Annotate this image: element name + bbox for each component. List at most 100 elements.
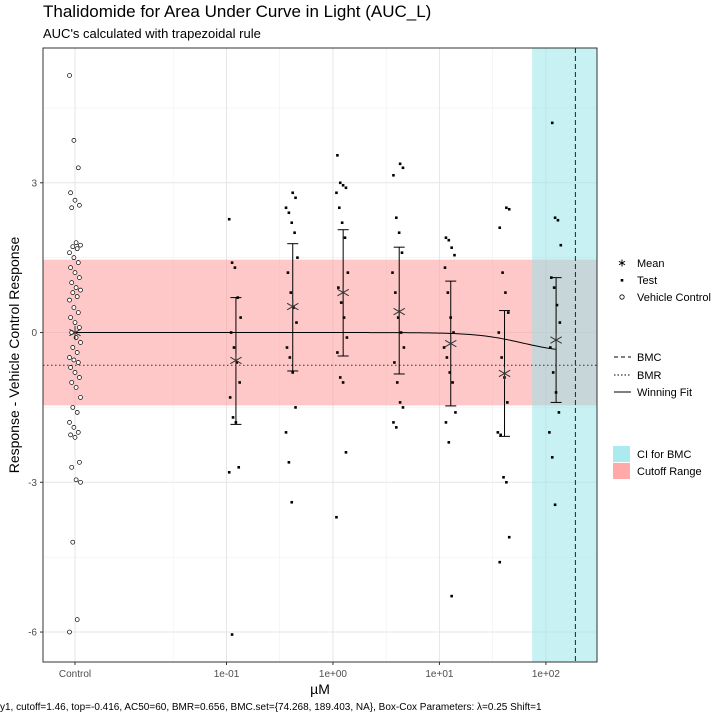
test-point: [506, 401, 509, 404]
vehicle-control-point: [73, 285, 79, 290]
test-point: [342, 316, 346, 319]
vehicle-control-point: [74, 294, 80, 299]
vehicle-control-point: [68, 432, 73, 438]
test-point: [501, 271, 504, 274]
test-point: [444, 421, 448, 424]
vehicle-control-point: [71, 425, 77, 430]
vehicle-control-point: [78, 242, 83, 248]
mean-marker: [444, 337, 457, 351]
test-point: [286, 271, 290, 274]
vehicle-control-point: [72, 197, 78, 203]
test-point: [346, 271, 350, 274]
test-point: [395, 426, 398, 429]
vehicle-control-point: [75, 165, 81, 171]
vehicle-control-point: [68, 190, 73, 196]
test-point: [343, 236, 347, 239]
y-tick-label: -3: [28, 478, 37, 489]
vehicle-control-point: [72, 435, 78, 440]
vehicle-control-point: [71, 357, 77, 363]
test-point: [338, 181, 342, 185]
test-point: [232, 346, 236, 349]
legend-test-label: Test: [637, 275, 657, 287]
test-point: [393, 361, 396, 364]
legend-ci-for-bmc-label: CI for BMC: [637, 449, 691, 461]
mean-marker: [230, 353, 242, 367]
vehicle-control-point: [73, 385, 79, 390]
vehicle-control-point: [67, 250, 72, 256]
test-point: [290, 500, 294, 504]
legend-test-key: [620, 279, 624, 282]
vehicle-control-point: [72, 370, 78, 375]
vehicle-control-point: [78, 287, 83, 293]
test-point: [401, 406, 405, 409]
vehicle-control-point: [70, 345, 76, 350]
test-point: [287, 461, 291, 464]
vehicle-control-point: [68, 315, 73, 320]
test-point: [392, 173, 395, 177]
test-point: [296, 256, 299, 259]
test-point: [397, 231, 401, 234]
test-point: [447, 441, 451, 444]
chart-footer: y1, cutoff=1.46, top=-0.416, AC50=60, BM…: [0, 702, 542, 713]
vehicle-control-point: [71, 305, 77, 310]
vehicle-control-point: [77, 275, 82, 280]
legend-cutoff-range-key: [613, 463, 630, 479]
test-point: [291, 371, 294, 374]
test-point: [504, 291, 507, 294]
x-tick-label: 1e+00: [319, 669, 348, 680]
test-point: [228, 396, 232, 399]
test-point: [290, 221, 294, 225]
test-point: [285, 346, 289, 349]
legend-bmc-label: BMC: [637, 352, 662, 364]
test-point: [442, 346, 446, 349]
vehicle-control-point: [70, 244, 76, 250]
legend-vehicle-control-label: Vehicle Control: [637, 292, 711, 304]
test-point: [235, 361, 239, 364]
vehicle-control-point: [67, 420, 72, 425]
test-point: [445, 356, 449, 359]
ci-for-bmc-band: [532, 48, 597, 662]
vehicle-control-point: [77, 202, 82, 208]
test-point: [559, 243, 563, 247]
vehicle-control-point: [74, 350, 80, 355]
test-point: [294, 196, 297, 200]
test-point: [502, 476, 505, 479]
test-point: [444, 236, 448, 239]
test-point: [295, 321, 298, 324]
vehicle-control-point: [72, 320, 78, 325]
test-point: [497, 331, 501, 334]
legend-mean-label: Mean: [637, 258, 665, 270]
test-point: [451, 381, 454, 384]
vehicle-control-point: [69, 380, 75, 385]
test-point: [288, 356, 292, 359]
test-point: [558, 321, 562, 324]
y-tick-label: 3: [31, 178, 37, 189]
chart-subtitle: AUC's calculated with trapezoidal rule: [43, 26, 261, 41]
vehicle-control-point: [68, 365, 73, 370]
test-point: [336, 154, 339, 157]
test-point: [446, 291, 450, 294]
y-tick-label: 0: [31, 328, 37, 339]
test-point: [344, 186, 348, 190]
vehicle-control-point: [73, 240, 79, 246]
test-point: [553, 216, 557, 220]
test-point: [556, 218, 560, 222]
test-point: [338, 376, 342, 379]
vehicle-control-point: [67, 629, 72, 635]
x-axis-title: µM: [310, 681, 330, 697]
test-point: [395, 381, 399, 384]
test-point: [227, 217, 231, 221]
test-point: [392, 421, 395, 424]
test-point: [337, 286, 340, 289]
test-point: [505, 480, 508, 484]
test-point: [453, 253, 456, 257]
test-point: [505, 206, 508, 210]
test-point: [555, 303, 559, 307]
test-point: [230, 633, 234, 636]
mean-marker: [498, 366, 511, 380]
test-point: [345, 336, 349, 339]
vehicle-control-point: [67, 73, 72, 78]
test-point: [339, 301, 343, 304]
vehicle-control-point: [75, 430, 81, 435]
